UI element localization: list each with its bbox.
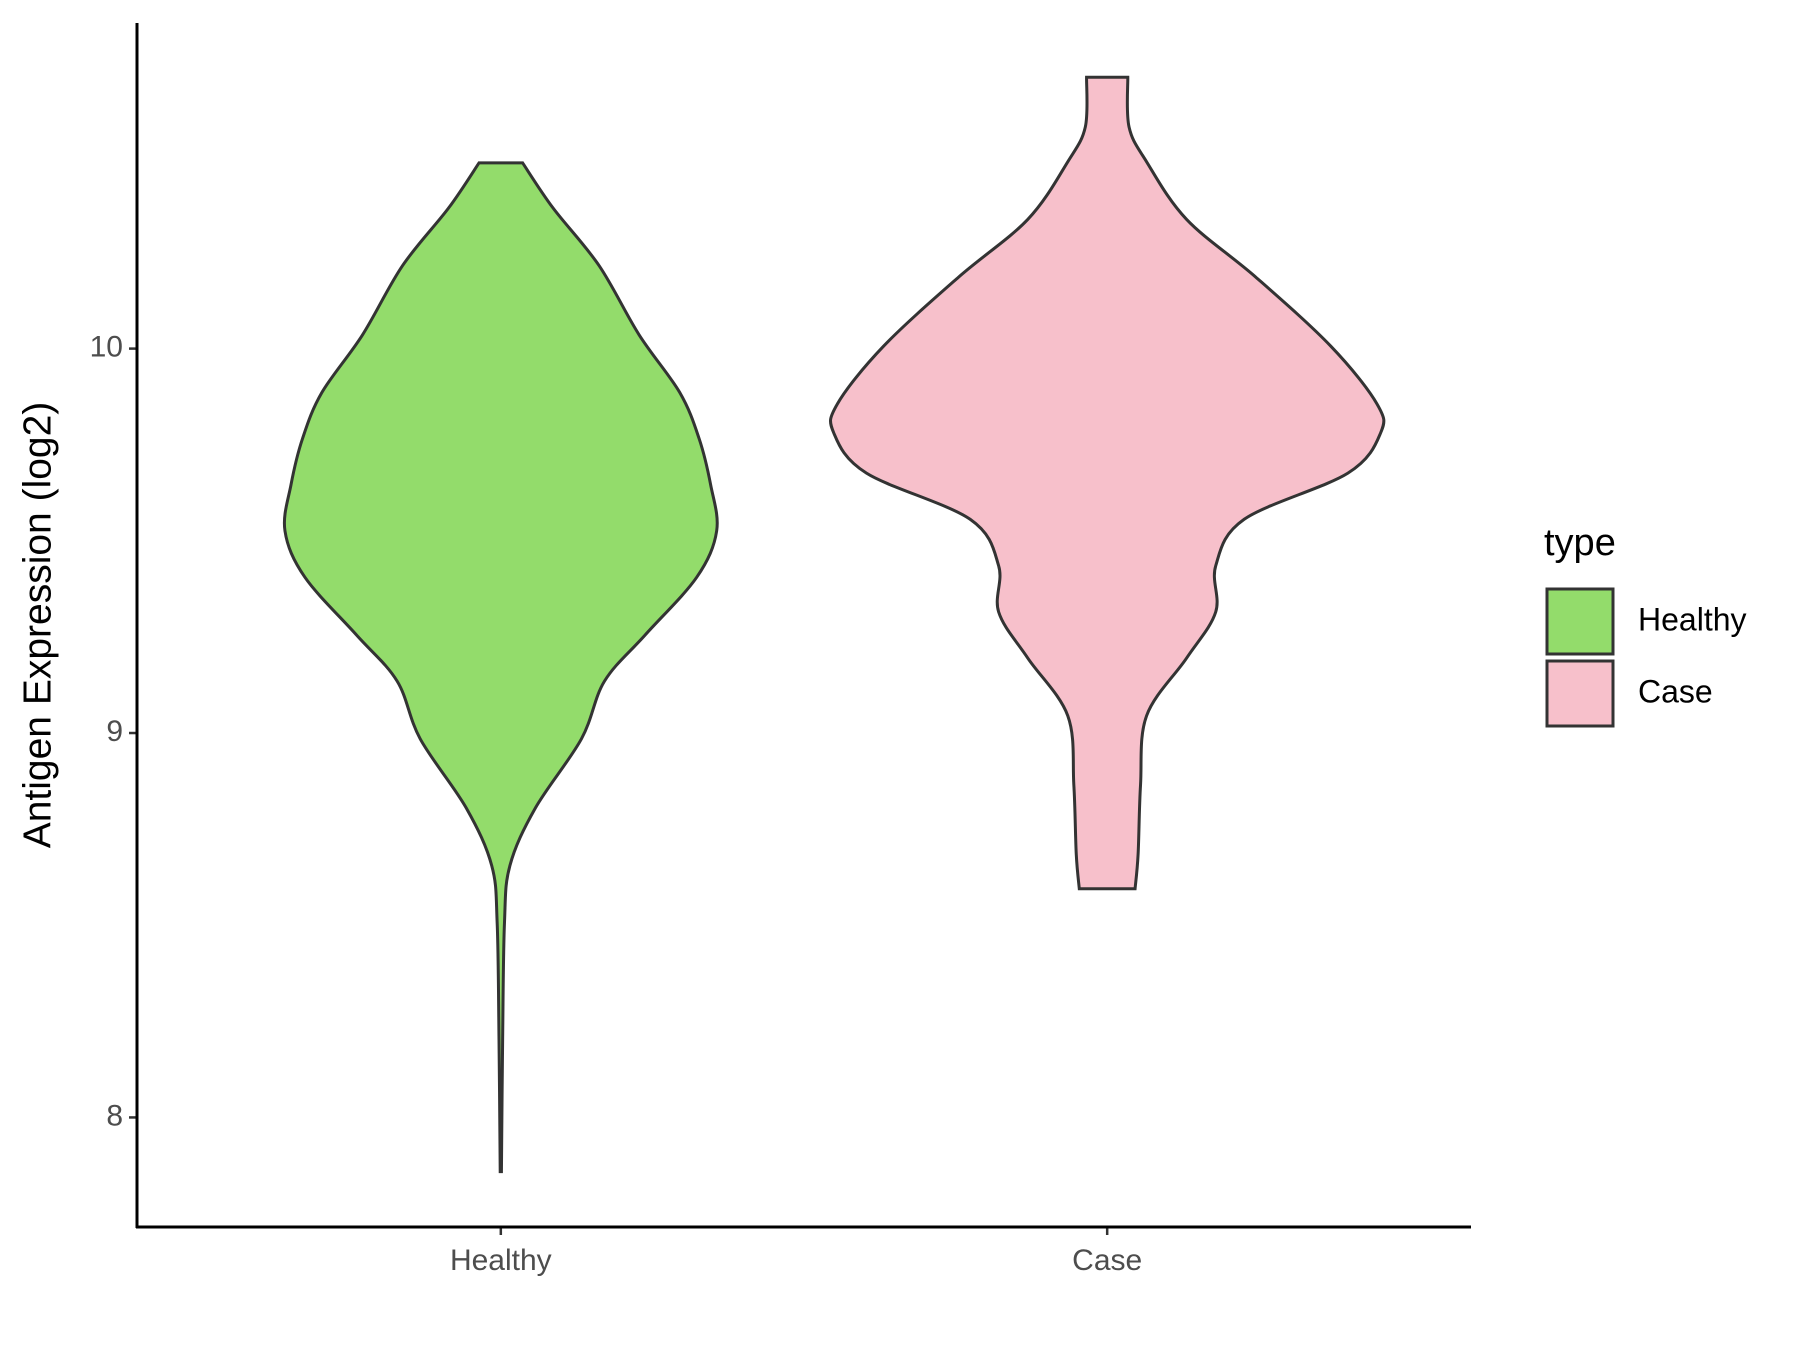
- x-tick-label: Healthy: [450, 1244, 552, 1277]
- violin: [829, 75, 1386, 891]
- legend-title: type: [1544, 522, 1616, 564]
- legend-label: Case: [1638, 673, 1713, 709]
- legend-label: Healthy: [1638, 601, 1747, 637]
- y-tick-label: 10: [90, 331, 123, 364]
- y-tick-label: 8: [106, 1099, 123, 1132]
- x-tick-label: Case: [1072, 1244, 1142, 1277]
- violin: [282, 161, 719, 1174]
- y-axis-title: Antigen Expression (log2): [16, 402, 59, 849]
- legend-key: [1545, 587, 1615, 656]
- legend-key: [1545, 659, 1615, 728]
- y-tick-label: 9: [106, 715, 123, 748]
